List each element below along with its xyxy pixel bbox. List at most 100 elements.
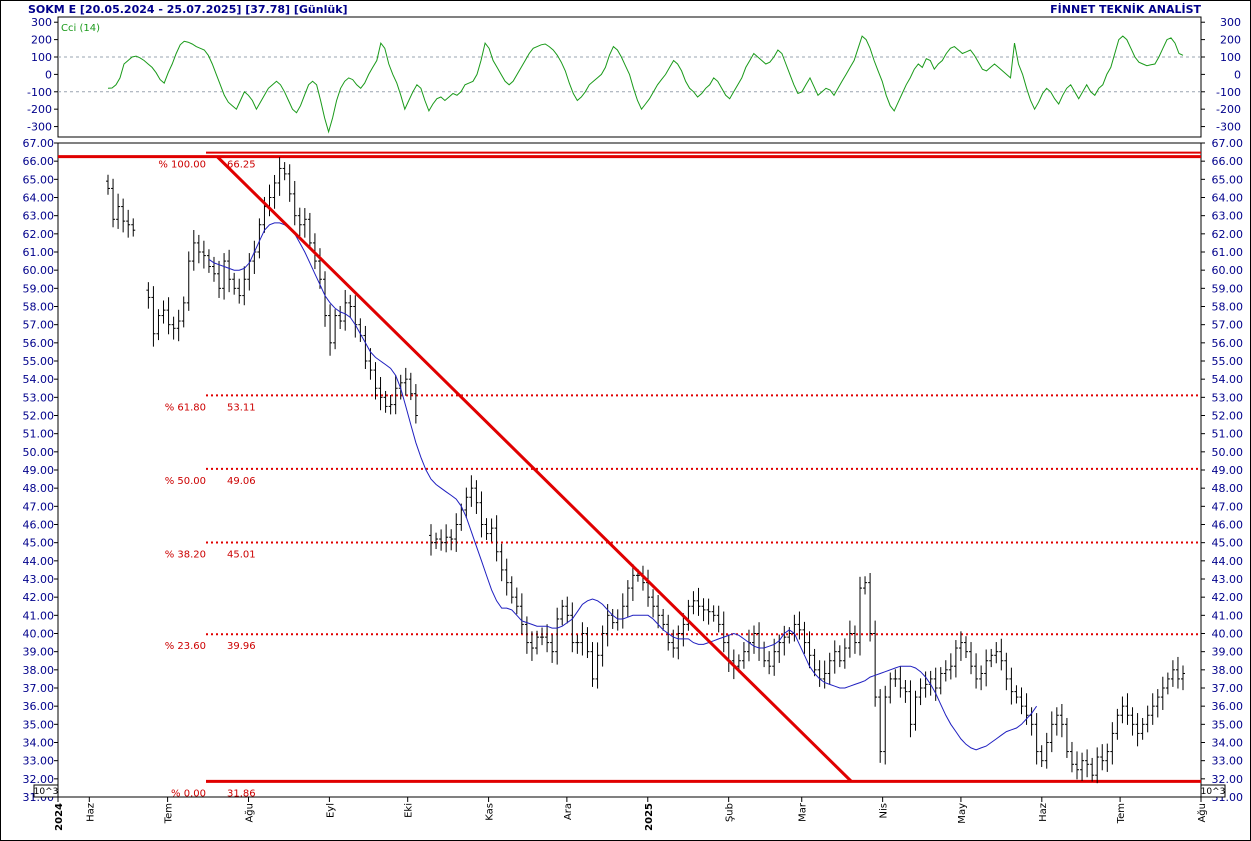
price-bar xyxy=(651,589,656,618)
price-bar xyxy=(292,180,297,226)
price-bar xyxy=(287,164,292,202)
price-bar xyxy=(857,576,862,656)
cci-tick-label: 0 xyxy=(1234,68,1241,81)
price-bar xyxy=(1039,745,1044,768)
price-bar xyxy=(1004,652,1009,691)
price-bar xyxy=(484,518,489,540)
price-bar xyxy=(1115,708,1120,740)
cci-tick-label: 0 xyxy=(45,68,52,81)
date-tick-label: Ara xyxy=(563,803,574,820)
cci-tick-label: 300 xyxy=(31,16,52,29)
price-bar xyxy=(449,529,454,551)
cci-left-axis: 300 200 100 0 -100 -200 -300 xyxy=(27,16,58,134)
price-bar xyxy=(161,300,166,324)
price-bar xyxy=(121,198,126,233)
price-bar xyxy=(696,587,701,616)
price-bar xyxy=(429,524,434,556)
scale-note-left: 10^3 xyxy=(34,787,59,797)
cci-grid xyxy=(58,56,1201,93)
price-bar xyxy=(883,685,888,765)
price-tick-label: 59.00 xyxy=(23,282,55,295)
price-tick-label: 62.00 xyxy=(23,228,55,241)
price-tick-label: 34.00 xyxy=(1212,737,1244,750)
price-tick-label: 63.00 xyxy=(1212,210,1244,223)
price-bar xyxy=(1165,672,1170,695)
price-bar xyxy=(469,475,474,507)
scale-badge-right: 10^3 xyxy=(1200,784,1226,798)
price-bar xyxy=(585,627,590,659)
price-tick-label: 62.00 xyxy=(1212,228,1244,241)
price-bar xyxy=(519,593,524,635)
price-bar xyxy=(721,611,726,653)
price-bar xyxy=(1155,689,1160,718)
fib-pct-label: % 50.00 xyxy=(165,476,206,487)
price-tick-label: 46.00 xyxy=(1212,519,1244,532)
price-bar xyxy=(1100,744,1105,771)
price-tick-label: 33.00 xyxy=(1212,755,1244,768)
date-tick-label: Şub xyxy=(725,803,736,822)
price-bar xyxy=(494,515,499,562)
date-tick-label: May xyxy=(957,803,968,824)
price-bar xyxy=(403,367,408,396)
price-bar xyxy=(595,642,600,689)
price-bar xyxy=(373,362,378,400)
price-tick-label: 38.00 xyxy=(1212,664,1244,677)
price-bar xyxy=(822,660,827,689)
price-tick-label: 34.00 xyxy=(23,737,55,750)
price-bar xyxy=(555,607,560,665)
price-bar xyxy=(570,602,575,653)
price-bar xyxy=(1049,711,1054,753)
price-tick-label: 67.00 xyxy=(1212,137,1244,150)
price-tick-label: 66.00 xyxy=(1212,155,1244,168)
price-bar xyxy=(151,286,156,347)
price-bar xyxy=(994,642,999,664)
price-bar xyxy=(842,638,847,669)
fib-value-label: 66.25 xyxy=(227,160,256,171)
cci-tick-label: 300 xyxy=(1220,16,1241,29)
price-bar xyxy=(227,249,232,293)
price-bar xyxy=(1125,693,1130,725)
price-bar xyxy=(1090,757,1095,782)
price-bar xyxy=(378,376,383,411)
price-bar xyxy=(277,157,282,196)
price-bar xyxy=(772,638,777,676)
cci-plot-frame xyxy=(57,16,1202,138)
date-tick-label: Mar xyxy=(798,802,809,822)
price-bar xyxy=(282,162,287,181)
price-bar xyxy=(943,660,948,682)
price-tick-label: 36.00 xyxy=(23,700,55,713)
price-bar xyxy=(847,620,852,658)
price-bar xyxy=(953,640,958,678)
date-tick-label: Nis xyxy=(879,803,890,818)
price-bar xyxy=(272,174,277,209)
price-bar xyxy=(1095,747,1100,784)
price-bar xyxy=(565,596,570,624)
price-bar xyxy=(741,642,746,669)
price-bars xyxy=(106,157,1185,784)
price-bar xyxy=(1034,713,1039,765)
date-tick-label: 2025 xyxy=(644,803,655,831)
price-tick-label: 40.00 xyxy=(23,628,55,641)
price-bar xyxy=(580,622,585,656)
price-bar xyxy=(222,253,227,300)
price-bar xyxy=(868,573,873,642)
date-tick-label: Eyl xyxy=(325,803,336,818)
price-bar xyxy=(999,638,1004,671)
price-tick-label: 61.00 xyxy=(1212,246,1244,259)
price-bar xyxy=(1175,656,1180,689)
price-tick-label: 35.00 xyxy=(23,718,55,731)
price-bar xyxy=(297,207,302,237)
price-tick-label: 47.00 xyxy=(1212,500,1244,513)
fib-pct-label: % 100.00 xyxy=(158,160,206,171)
price-bar xyxy=(550,634,555,663)
price-bar xyxy=(333,309,338,350)
price-bar xyxy=(206,249,211,273)
price-bar xyxy=(600,625,605,667)
price-bar xyxy=(156,309,161,341)
price-bar xyxy=(201,240,206,269)
price-bar xyxy=(969,642,974,675)
price-bar xyxy=(464,487,469,518)
price-bar xyxy=(893,669,898,687)
price-tick-label: 32.00 xyxy=(23,773,55,786)
price-bar xyxy=(1135,713,1140,747)
